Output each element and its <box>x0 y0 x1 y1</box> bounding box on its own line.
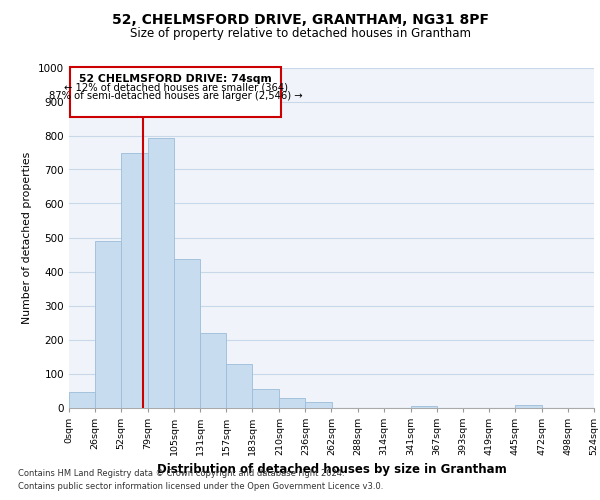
Text: 52 CHELMSFORD DRIVE: 74sqm: 52 CHELMSFORD DRIVE: 74sqm <box>79 74 272 84</box>
Text: ← 12% of detached houses are smaller (364): ← 12% of detached houses are smaller (36… <box>64 83 288 93</box>
Bar <box>174 258 200 408</box>
X-axis label: Distribution of detached houses by size in Grantham: Distribution of detached houses by size … <box>157 464 506 476</box>
Text: 87% of semi-detached houses are larger (2,546) →: 87% of semi-detached houses are larger (… <box>49 92 302 102</box>
Bar <box>70 68 281 117</box>
Bar <box>226 364 253 408</box>
Bar <box>69 392 95 407</box>
Text: Contains HM Land Registry data © Crown copyright and database right 2024.: Contains HM Land Registry data © Crown c… <box>18 469 344 478</box>
Bar <box>305 402 331 407</box>
Y-axis label: Number of detached properties: Number of detached properties <box>22 152 32 324</box>
Bar <box>410 406 437 407</box>
Bar <box>95 241 121 408</box>
Bar <box>200 332 226 407</box>
Text: Size of property relative to detached houses in Grantham: Size of property relative to detached ho… <box>130 28 470 40</box>
Bar <box>148 138 174 407</box>
Text: Contains public sector information licensed under the Open Government Licence v3: Contains public sector information licen… <box>18 482 383 491</box>
Bar <box>515 405 542 407</box>
Bar <box>280 398 305 407</box>
Bar <box>121 153 148 407</box>
Text: 52, CHELMSFORD DRIVE, GRANTHAM, NG31 8PF: 52, CHELMSFORD DRIVE, GRANTHAM, NG31 8PF <box>112 12 488 26</box>
Bar <box>253 390 280 407</box>
